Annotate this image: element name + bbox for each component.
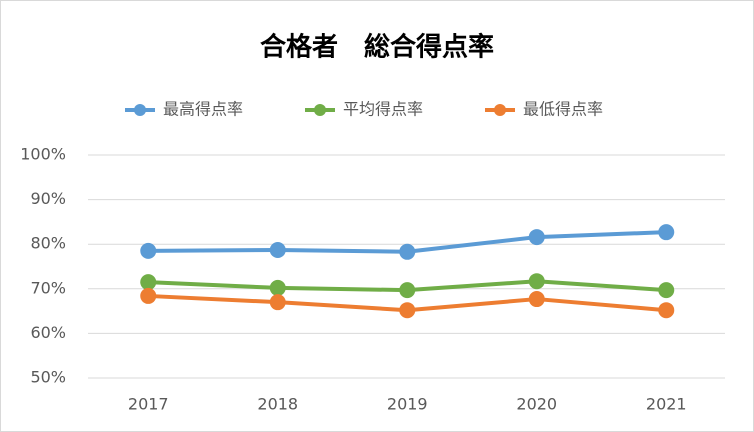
x-tick-label: 2020 xyxy=(516,395,557,414)
data-point xyxy=(269,241,286,258)
data-point xyxy=(140,242,157,259)
x-tick-label: 2019 xyxy=(387,395,428,414)
data-point xyxy=(658,282,675,299)
y-tick-label: 80% xyxy=(30,234,66,253)
legend-marker xyxy=(494,104,506,116)
data-point xyxy=(399,282,416,299)
data-point xyxy=(658,224,675,241)
data-point xyxy=(528,273,545,290)
chart-title: 合格者 総合得点率 xyxy=(260,32,494,63)
data-point xyxy=(399,243,416,260)
y-tick-label: 100% xyxy=(20,145,66,164)
x-tick-label: 2017 xyxy=(128,395,169,414)
x-tick-label: 2018 xyxy=(257,395,298,414)
x-tick-label: 2021 xyxy=(646,395,687,414)
data-point xyxy=(269,279,286,296)
legend-label: 最低得点率 xyxy=(523,100,603,119)
y-tick-label: 70% xyxy=(30,278,66,297)
legend-label: 平均得点率 xyxy=(343,100,423,119)
y-tick-label: 60% xyxy=(30,323,66,342)
data-point xyxy=(399,302,416,319)
y-tick-label: 90% xyxy=(30,189,66,208)
data-point xyxy=(140,274,157,291)
legend-marker xyxy=(314,104,326,116)
data-point xyxy=(528,229,545,246)
y-tick-label: 50% xyxy=(30,368,66,387)
legend-marker xyxy=(134,104,146,116)
data-point xyxy=(140,287,157,304)
data-point xyxy=(269,294,286,311)
data-point xyxy=(528,291,545,308)
data-point xyxy=(658,302,675,319)
legend-label: 最高得点率 xyxy=(163,100,243,119)
